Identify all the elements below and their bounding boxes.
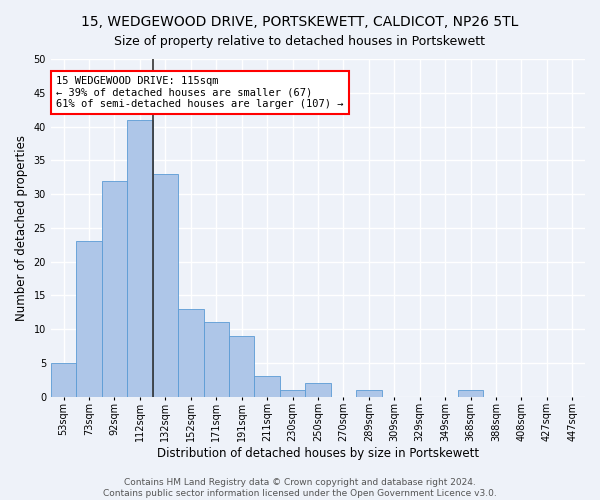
Bar (305, 383, 331, 396)
Bar (178, 309, 203, 396)
Text: Contains HM Land Registry data © Crown copyright and database right 2024.
Contai: Contains HM Land Registry data © Crown c… (103, 478, 497, 498)
X-axis label: Distribution of detached houses by size in Portskewett: Distribution of detached houses by size … (157, 447, 479, 460)
Y-axis label: Number of detached properties: Number of detached properties (15, 135, 28, 321)
Bar (127, 120, 152, 396)
Bar (51, 363, 76, 396)
Bar (229, 336, 254, 396)
Text: 15, WEDGEWOOD DRIVE, PORTSKEWETT, CALDICOT, NP26 5TL: 15, WEDGEWOOD DRIVE, PORTSKEWETT, CALDIC… (82, 15, 518, 29)
Bar (254, 376, 280, 396)
Bar (152, 174, 178, 396)
Bar (356, 390, 382, 396)
Text: 15 WEDGEWOOD DRIVE: 115sqm
← 39% of detached houses are smaller (67)
61% of semi: 15 WEDGEWOOD DRIVE: 115sqm ← 39% of deta… (56, 76, 344, 109)
Text: Size of property relative to detached houses in Portskewett: Size of property relative to detached ho… (115, 35, 485, 48)
Bar (280, 390, 305, 396)
Bar (458, 390, 483, 396)
Bar (76, 242, 102, 396)
Bar (203, 322, 229, 396)
Bar (102, 180, 127, 396)
